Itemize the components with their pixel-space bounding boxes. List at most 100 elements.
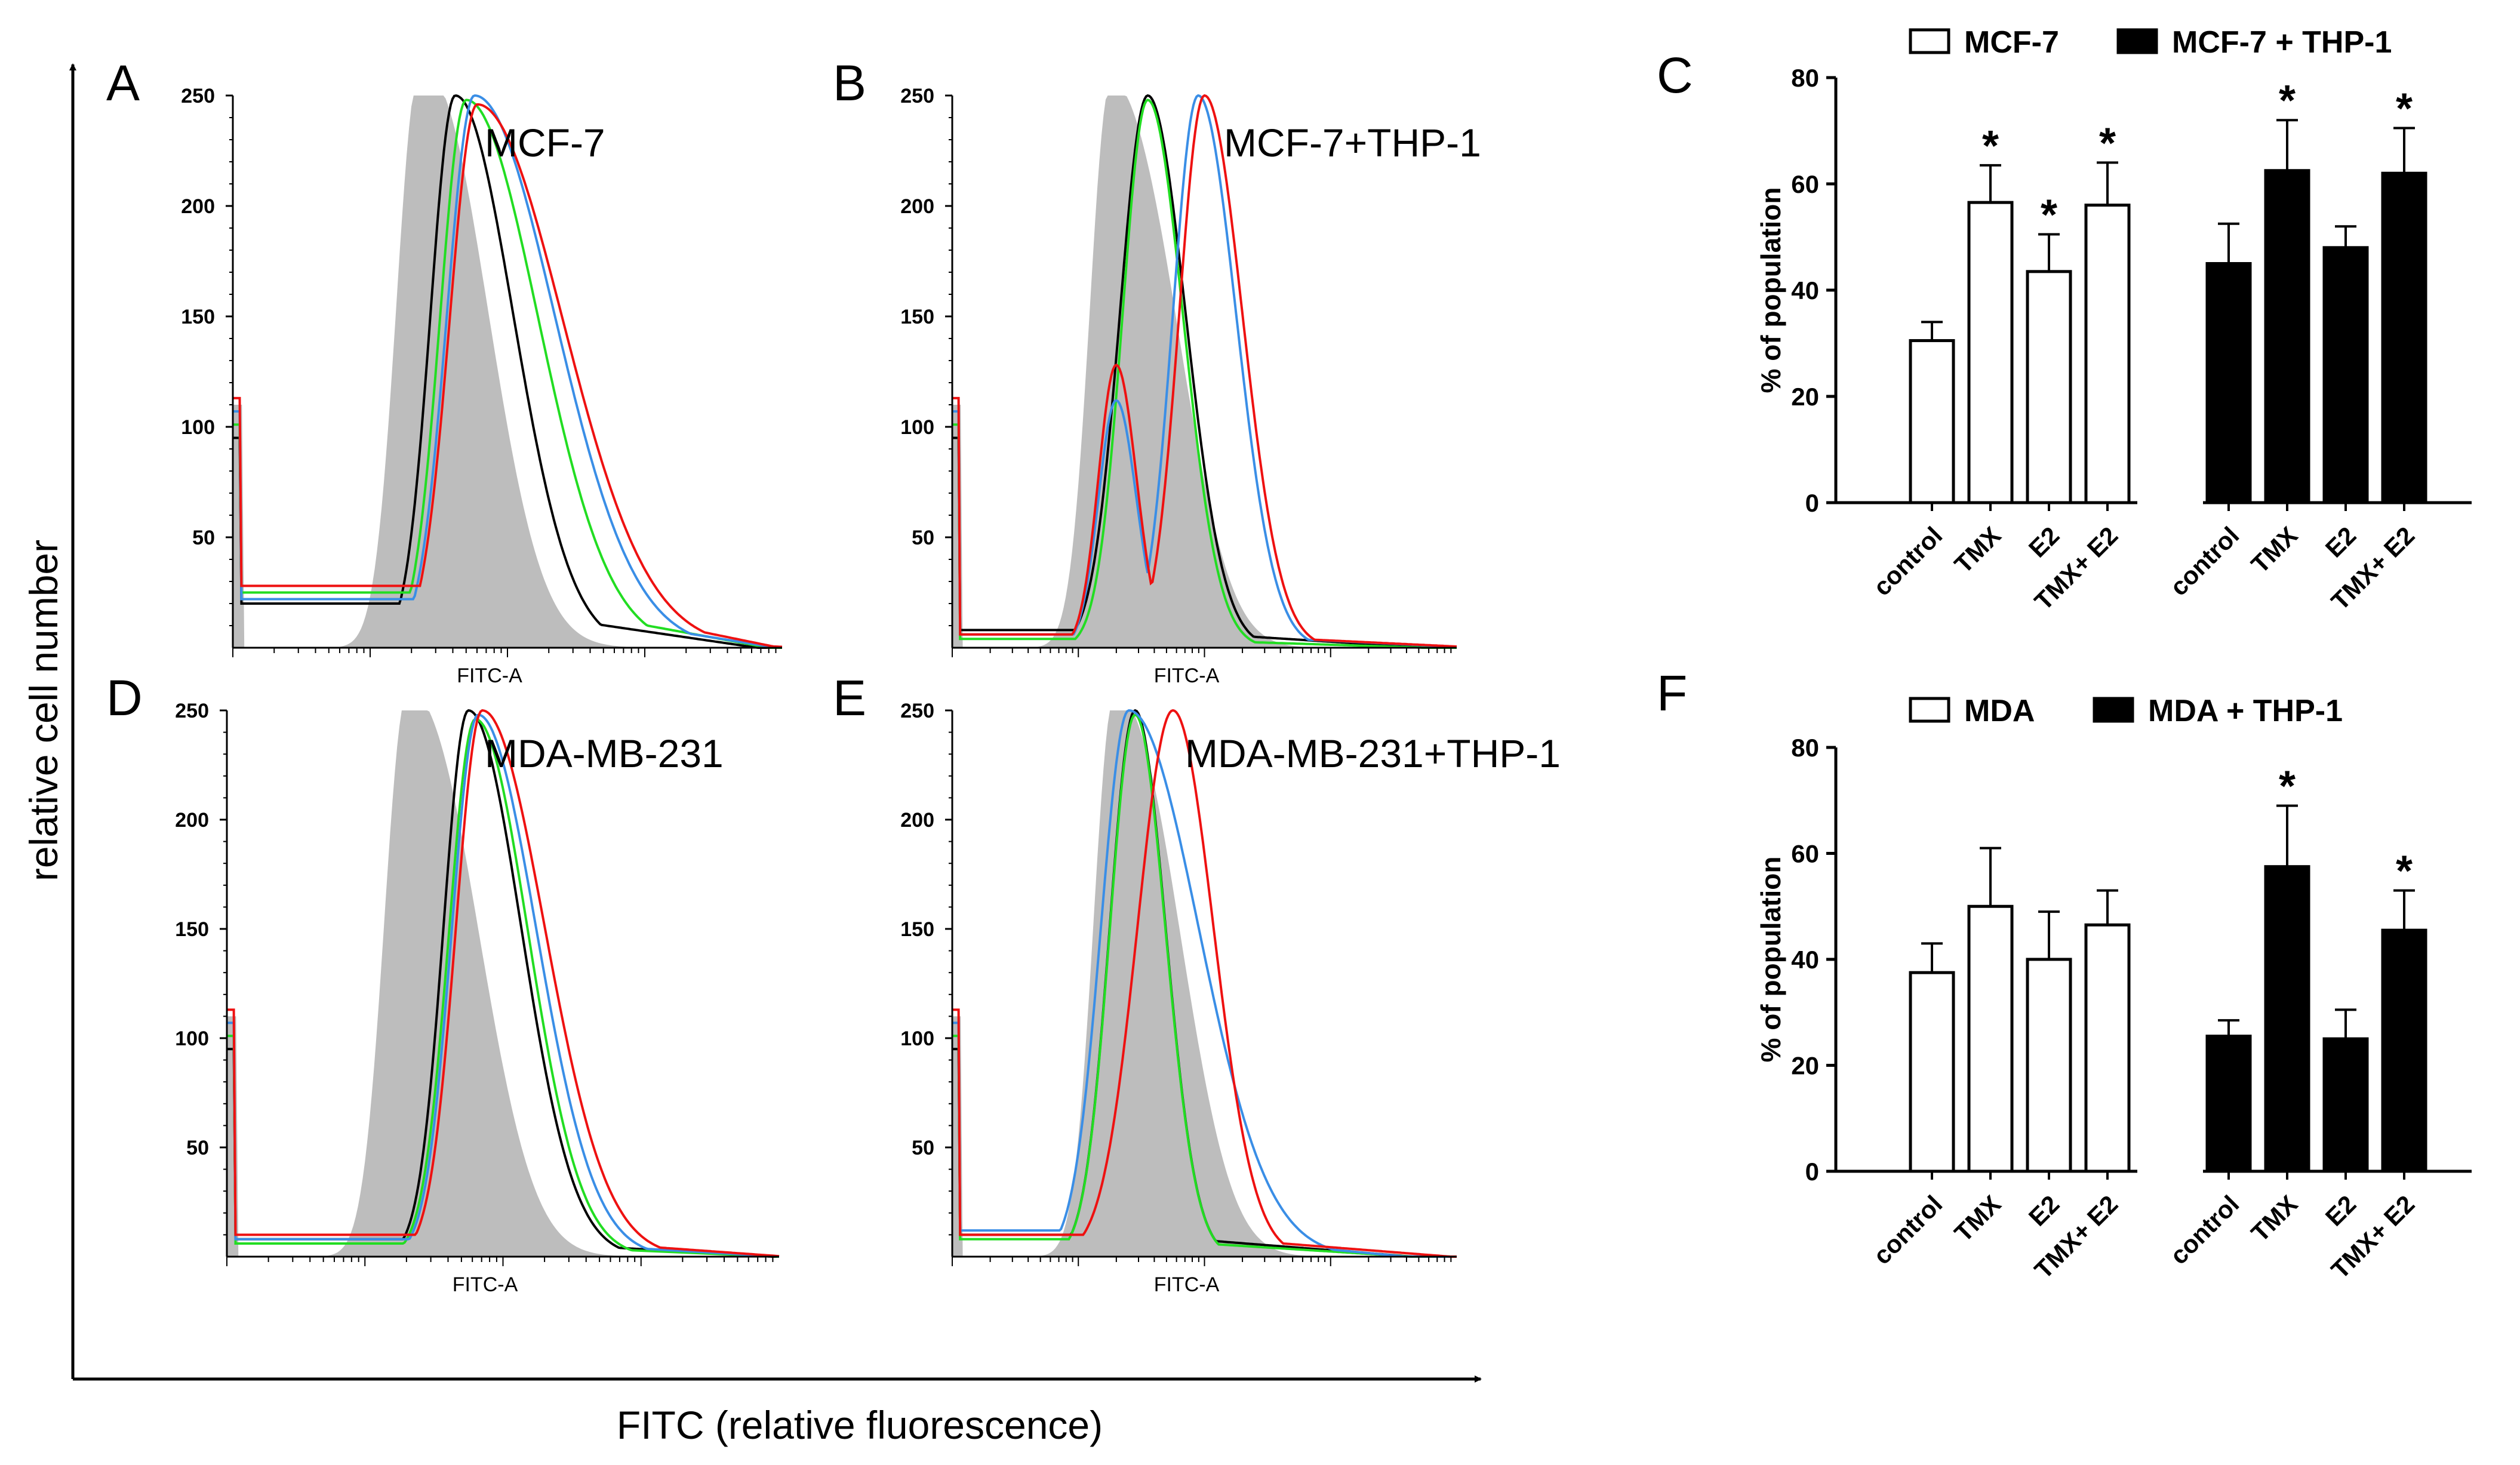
panel-letter: D [106, 670, 143, 726]
bar-category-label: control [2164, 521, 2244, 601]
control-histogram-fill [233, 96, 782, 648]
histogram-y-tick-label: 100 [900, 416, 934, 439]
histogram-line-blue [233, 94, 783, 649]
histogram-title: MDA-MB-231+THP-1 [1185, 731, 1561, 775]
bar-y-axis-label: % of population [1755, 857, 1786, 1063]
bar-solid [2381, 928, 2427, 1173]
histogram-y-tick-label: 50 [192, 527, 215, 549]
bar-open [1967, 904, 2014, 1173]
histogram-line-blue [952, 709, 1457, 1258]
bar-open [2026, 958, 2072, 1173]
histogram-line-black [952, 94, 1457, 649]
histogram-y-tick-label: 100 [175, 1027, 209, 1050]
panel-letter: F [1657, 665, 1687, 721]
bar-category-label: control [1867, 1190, 1947, 1270]
bar-solid [2205, 262, 2252, 504]
histogram-y-tick-label: 150 [900, 306, 934, 328]
histogram-line-red [227, 709, 780, 1258]
bar-panel-c: C MCF-7 MCF-7 + THP-1 % of population contro… [1657, 25, 2472, 615]
bar-category-label: TMX [2245, 521, 2303, 578]
bar-y-tick-label: 80 [1791, 64, 1819, 92]
bar-category-label: TMX [1949, 521, 2006, 578]
histogram-x-label: FITC-A [457, 664, 522, 687]
histogram-y-tick-label: 250 [181, 85, 215, 107]
bar-open [2084, 923, 2131, 1173]
histogram-y-tick-label: 200 [175, 809, 209, 832]
histogram-x-label: FITC-A [1154, 1273, 1220, 1296]
bar-open [1909, 339, 1955, 504]
significance-star: * [2041, 192, 2057, 239]
legend-swatch-solid [2116, 28, 2158, 54]
bar-open [1967, 201, 2014, 504]
global-x-axis-title: FITC (relative fluorescence) [617, 1403, 1103, 1447]
bar-solid [2205, 1035, 2252, 1173]
histogram-y-tick-label: 250 [175, 700, 209, 722]
bar-category-label: TMX [2245, 1190, 2303, 1247]
control-histogram-fill [952, 96, 1457, 648]
histogram-y-tick-label: 200 [900, 809, 934, 832]
histogram-title: MDA-MB-231 [485, 731, 724, 775]
histogram-line-green [952, 99, 1457, 649]
bar-category-label: control [1867, 521, 1947, 601]
histogram-y-tick-label: 150 [181, 306, 215, 328]
histogram-y-tick-label: 150 [900, 918, 934, 941]
bar-solid [2264, 865, 2310, 1173]
histogram-y-tick-label: 50 [186, 1137, 209, 1159]
histogram-panel-a: A 250 200 150 100 50 FITC-A MCF-7 [106, 55, 783, 687]
histogram-y-tick-label: 200 [181, 195, 215, 218]
bar-category-label: E2 [2023, 1190, 2065, 1232]
panel-letter: B [833, 55, 866, 111]
bar-open [2026, 270, 2072, 504]
bar-category-label: E2 [2320, 1190, 2362, 1232]
bar-y-axis-label: % of population [1755, 187, 1786, 393]
bar-y-tick-label: 20 [1791, 1052, 1819, 1080]
bar-y-tick-label: 0 [1805, 1158, 1819, 1186]
histogram-y-tick-label: 150 [175, 918, 209, 941]
panel-letter: E [833, 670, 866, 726]
panel-letter: A [106, 55, 140, 111]
significance-star: * [2099, 119, 2116, 167]
histogram-line-red [952, 709, 1457, 1258]
histogram-line-green [227, 718, 780, 1258]
histogram-y-tick-label: 250 [900, 700, 934, 722]
bar-y-tick-label: 40 [1791, 276, 1819, 304]
histogram-y-tick-label: 100 [900, 1027, 934, 1050]
bar-solid [2322, 246, 2369, 504]
significance-star: * [2396, 85, 2413, 133]
legend-swatch-open [1909, 697, 1950, 723]
global-y-axis-title: relative cell number [21, 540, 66, 881]
legend-label: MDA [1964, 694, 2035, 728]
legend-swatch-solid [2093, 697, 2134, 723]
histogram-y-tick-label: 50 [912, 1137, 934, 1159]
histogram-y-tick-label: 100 [181, 416, 215, 439]
bar-open [2084, 204, 2131, 504]
bar-y-tick-label: 20 [1791, 383, 1819, 411]
histogram-panel-d: D 250 200 150 100 50 FITC-A MDA-MB-231 [106, 670, 780, 1296]
control-histogram-fill [227, 710, 779, 1257]
bar-solid [2322, 1037, 2369, 1173]
histogram-title: MCF-7+THP-1 [1224, 121, 1481, 165]
legend-label: MCF-7 [1964, 25, 2059, 60]
histogram-panel-e: E 250 200 150 100 50 FITC-A MDA-MB-231+THP-1 [833, 670, 1561, 1296]
histogram-x-label: FITC-A [453, 1273, 518, 1296]
significance-star: * [2396, 848, 2413, 895]
histogram-line-blue [227, 713, 780, 1258]
bar-category-label: E2 [2320, 521, 2362, 563]
histogram-y-tick-label: 50 [912, 527, 934, 549]
histogram-title: MCF-7 [485, 121, 605, 165]
histogram-y-tick-label: 200 [900, 195, 934, 218]
significance-star: * [2279, 77, 2296, 125]
significance-star: * [1982, 122, 1999, 170]
legend-label: MDA + THP-1 [2148, 694, 2343, 728]
histogram-line-black [233, 94, 782, 649]
significance-star: * [2279, 763, 2296, 811]
legend-label: MCF-7 + THP-1 [2172, 25, 2392, 60]
bar-y-tick-label: 60 [1791, 170, 1819, 198]
bar-open [1909, 971, 1955, 1173]
bar-y-tick-label: 0 [1805, 489, 1819, 517]
histogram-y-tick-label: 250 [900, 85, 934, 107]
bar-category-label: TMX [1949, 1190, 2006, 1247]
bar-y-tick-label: 80 [1791, 734, 1819, 762]
